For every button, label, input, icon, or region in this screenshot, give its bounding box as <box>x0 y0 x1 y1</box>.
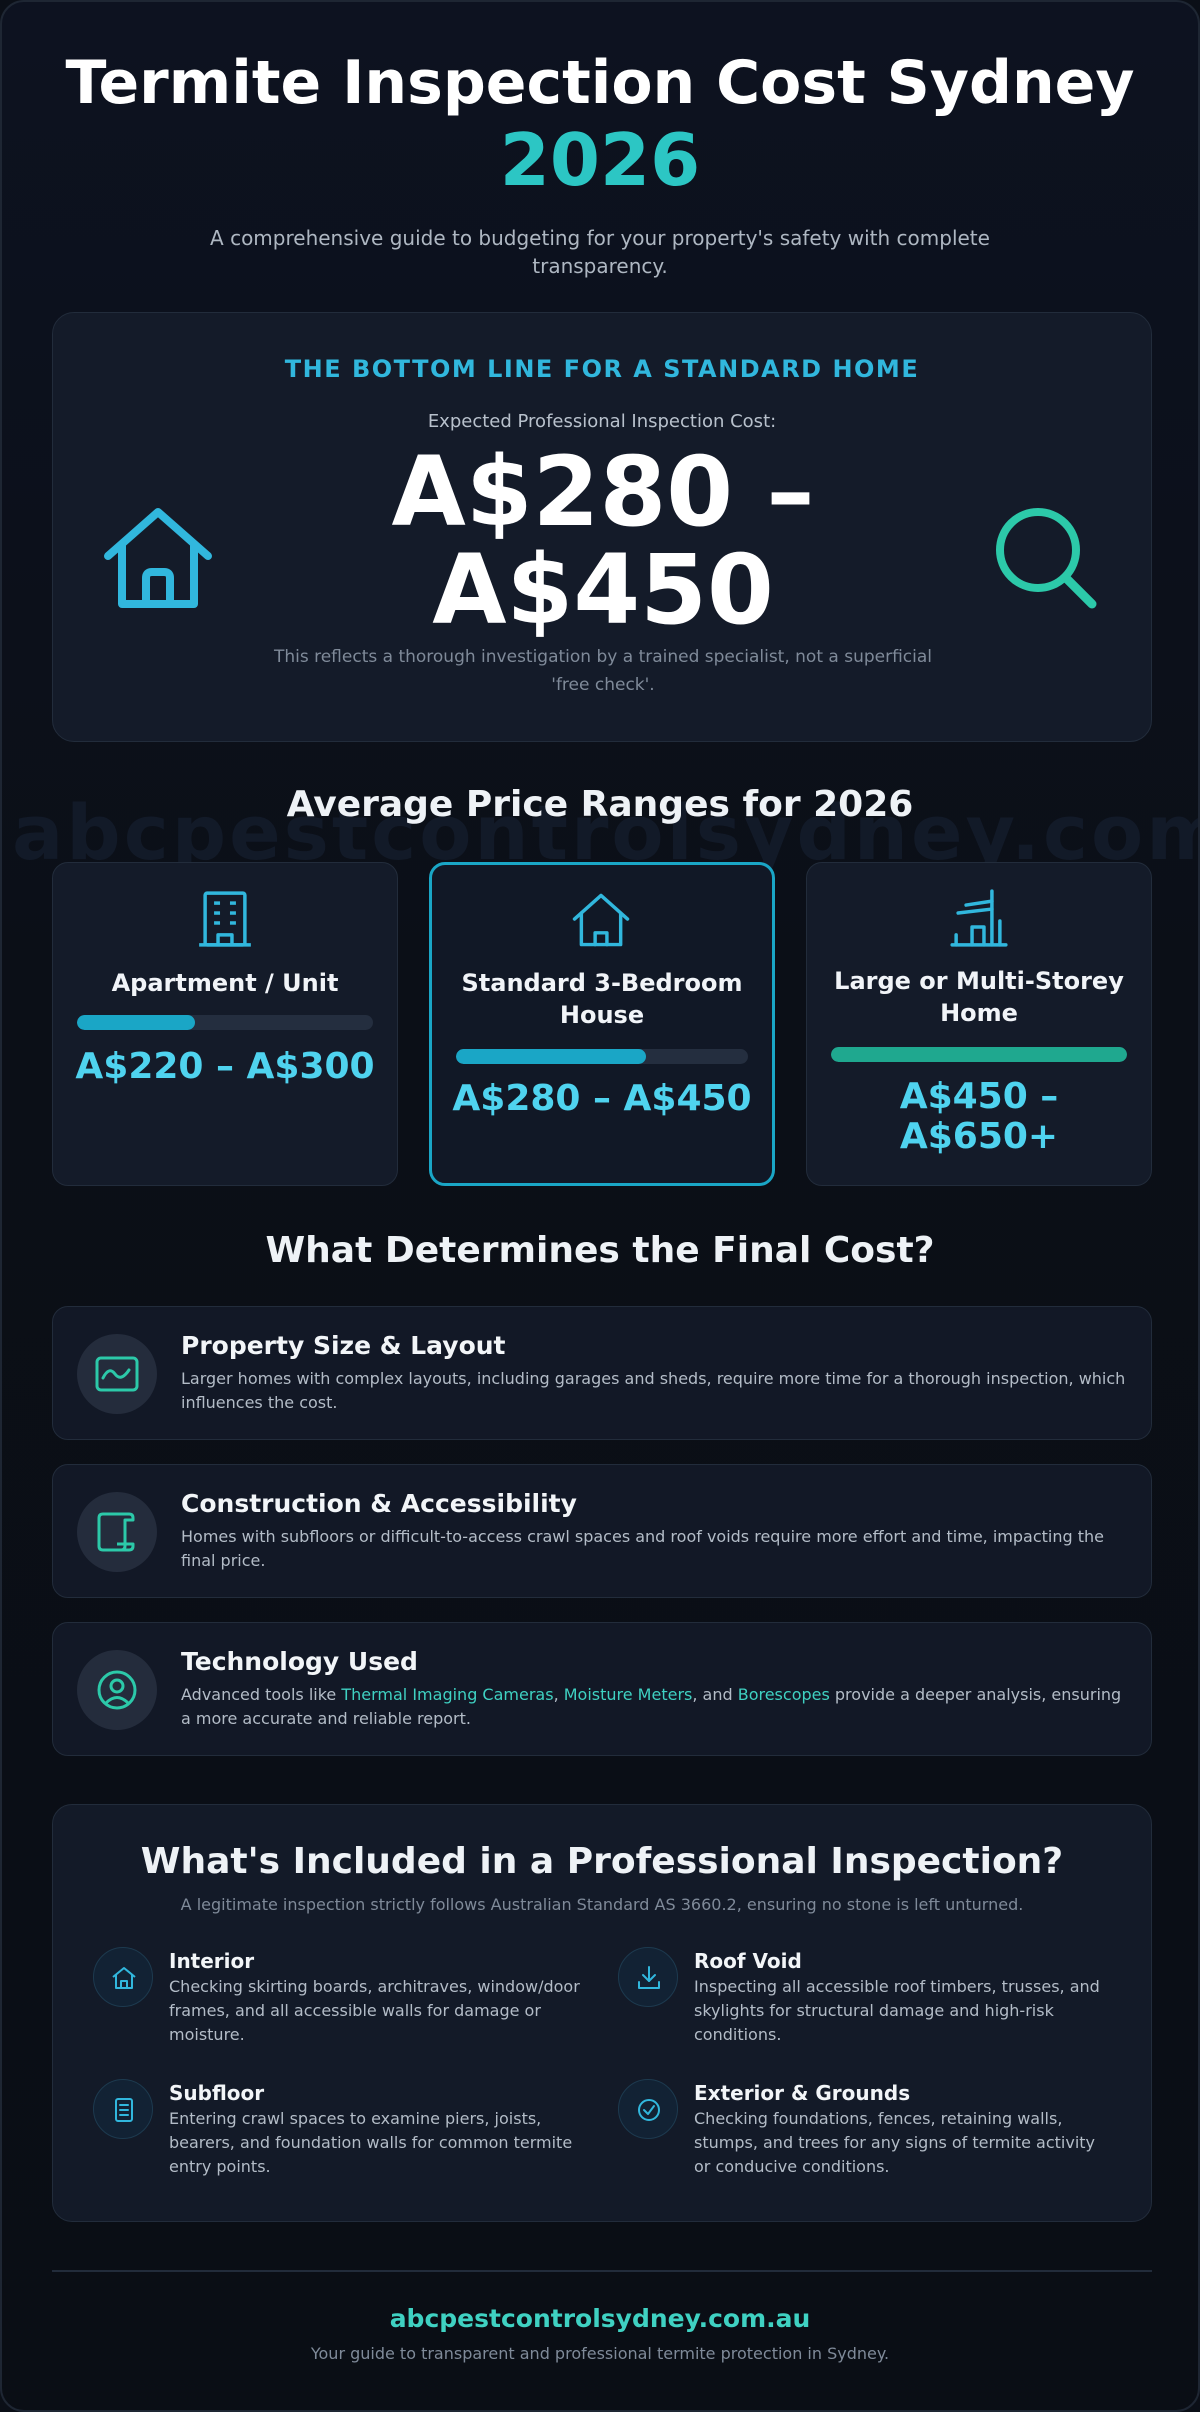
footer-website-link[interactable]: abcpestcontrolsydney.com.au <box>389 2304 811 2333</box>
price-card-standard-house: Standard 3-Bedroom House A$280 – A$450 <box>429 862 775 1186</box>
bottom-line-card: THE BOTTOM LINE FOR A STANDARD HOME Expe… <box>52 312 1152 742</box>
house-icon <box>104 508 212 608</box>
tool-borescopes: Borescopes <box>737 1685 830 1704</box>
price-card-title: Standard 3-Bedroom House <box>461 969 743 1029</box>
included-title: What's Included in a Professional Inspec… <box>140 1841 1064 1882</box>
desc-text: Advanced tools like <box>181 1685 342 1704</box>
included-subtitle: A legitimate inspection strictly follows… <box>180 1895 1024 1914</box>
factor-desc: Homes with subfloors or difficult-to-acc… <box>181 1527 1104 1570</box>
factor-title: Technology Used <box>181 1647 418 1676</box>
page-year: 2026 <box>499 118 701 202</box>
factor-desc: Larger homes with complex layouts, inclu… <box>181 1369 1126 1412</box>
factor-icon-wrap <box>77 1650 157 1730</box>
price-level-bar <box>77 1015 373 1030</box>
included-item-subfloor: Subfloor Entering crawl spaces to examin… <box>93 2079 593 2199</box>
included-icon-wrap <box>618 2079 678 2139</box>
large-home-icon <box>950 889 1008 947</box>
floor-plan-icon <box>95 1356 139 1392</box>
document-list-icon <box>115 2098 133 2122</box>
hero-note: This reflects a thorough investigation b… <box>273 647 933 695</box>
included-item-title: Exterior & Grounds <box>694 2081 911 2105</box>
check-badge-icon <box>638 2099 660 2121</box>
included-item-title: Subfloor <box>169 2081 265 2105</box>
hero-price: A$280 – A$450 <box>391 436 815 646</box>
price-level-bar <box>456 1049 748 1064</box>
price-level-fill <box>456 1049 646 1064</box>
included-item-desc: Entering crawl spaces to examine piers, … <box>169 2109 573 2176</box>
footer-divider <box>52 2270 1152 2272</box>
apartment-building-icon <box>199 891 251 947</box>
price-card-title: Large or Multi-Storey Home <box>834 967 1124 1027</box>
included-icon-wrap <box>618 1947 678 2007</box>
factor-title: Property Size & Layout <box>181 1331 506 1360</box>
scroll-icon <box>97 1512 135 1552</box>
factor-technology: Technology Used Advanced tools like Ther… <box>52 1622 1152 1756</box>
factor-construction: Construction & Accessibility Homes with … <box>52 1464 1152 1598</box>
price-card-large-home: Large or Multi-Storey Home A$450 – A$650… <box>806 862 1152 1186</box>
included-item-title: Interior <box>169 1949 255 1973</box>
factors-title: What Determines the Final Cost? <box>265 1230 935 1271</box>
hero-label: Expected Professional Inspection Cost: <box>427 411 777 432</box>
factor-title: Construction & Accessibility <box>181 1489 577 1518</box>
price-card-apartment: Apartment / Unit A$220 – A$300 <box>52 862 398 1186</box>
desc-text: provide a deeper analysis, ensuring a mo… <box>181 1685 1122 1728</box>
price-card-value: A$280 – A$450 <box>452 1078 752 1119</box>
included-item-roof-void: Roof Void Inspecting all accessible roof… <box>618 1947 1118 2067</box>
search-icon <box>996 508 1097 609</box>
factor-icon-wrap <box>77 1492 157 1572</box>
included-item-desc: Checking skirting boards, architraves, w… <box>169 1977 580 2044</box>
house-icon <box>572 893 630 947</box>
price-card-title: Apartment / Unit <box>111 969 339 997</box>
header: Termite Inspection Cost Sydney 2026 A co… <box>2 2 1198 280</box>
footer-tagline: Your guide to transparent and profession… <box>310 2344 890 2363</box>
price-level-fill <box>77 1015 196 1030</box>
included-section: What's Included in a Professional Inspec… <box>52 1804 1152 2222</box>
included-item-exterior: Exterior & Grounds Checking foundations,… <box>618 2079 1118 2199</box>
price-card-value: A$220 – A$300 <box>75 1046 375 1087</box>
included-icon-wrap <box>93 1947 153 2007</box>
included-item-interior: Interior Checking skirting boards, archi… <box>93 1947 593 2067</box>
included-icon-wrap <box>93 2079 153 2139</box>
tool-thermal-imaging: Thermal Imaging Cameras <box>341 1685 554 1704</box>
page-title: Termite Inspection Cost Sydney <box>65 48 1135 118</box>
factor-icon-wrap <box>77 1334 157 1414</box>
included-item-desc: Checking foundations, fences, retaining … <box>694 2109 1096 2176</box>
home-icon <box>112 1967 136 1989</box>
factor-property-size: Property Size & Layout Larger homes with… <box>52 1306 1152 1440</box>
price-level-fill <box>831 1047 1127 1062</box>
price-card-value: A$450 – A$650+ <box>899 1076 1059 1157</box>
price-level-bar <box>831 1047 1127 1062</box>
desc-text: , <box>553 1685 564 1704</box>
desc-text: , and <box>692 1685 738 1704</box>
included-item-title: Roof Void <box>694 1949 802 1973</box>
price-ranges-title: Average Price Ranges for 2026 <box>286 784 914 825</box>
hero-kicker: THE BOTTOM LINE FOR A STANDARD HOME <box>284 355 920 383</box>
factor-desc: Advanced tools like Thermal Imaging Came… <box>181 1683 1131 1731</box>
download-tray-icon <box>638 1966 660 1989</box>
tool-moisture-meters: Moisture Meters <box>563 1685 693 1704</box>
user-circle-icon <box>97 1670 137 1710</box>
included-item-desc: Inspecting all accessible roof timbers, … <box>694 1977 1100 2044</box>
page-subtitle: A comprehensive guide to budgeting for y… <box>210 226 990 278</box>
